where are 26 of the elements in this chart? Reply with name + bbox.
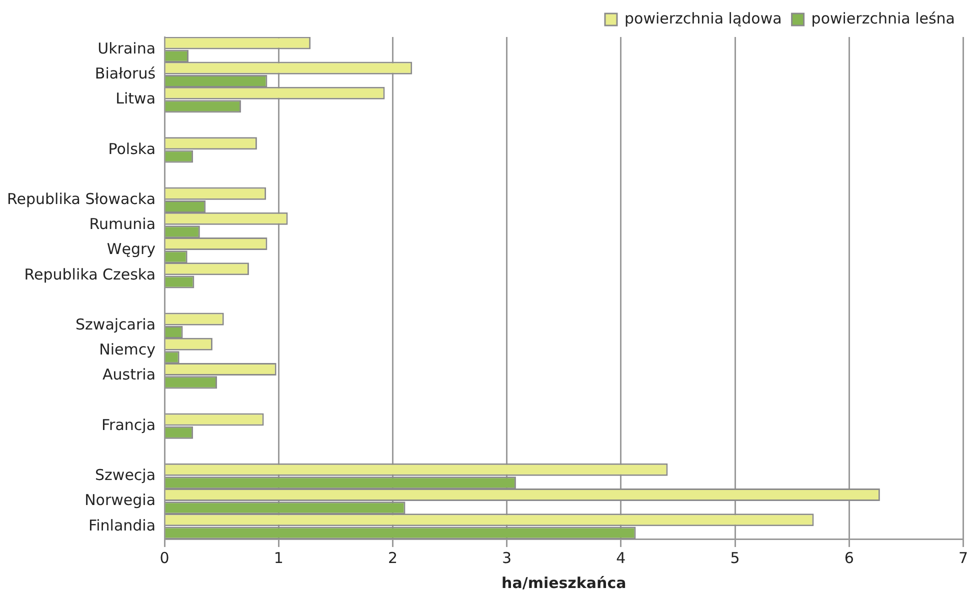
y-tick-label: Rumunia: [89, 215, 156, 234]
y-tick-label: Polska: [108, 140, 156, 158]
legend-label: powierzchnia lądowa: [624, 9, 782, 28]
y-tick-label: Węgry: [106, 240, 156, 258]
x-tick-label: 0: [160, 548, 170, 567]
y-tick-label: Finlandia: [88, 516, 156, 534]
x-tick-label: 3: [502, 548, 512, 567]
y-tick-label: Francja: [102, 416, 156, 434]
y-tick-label: Republika Słowacka: [6, 190, 156, 208]
x-tick-label: 5: [730, 548, 740, 567]
x-axis-title: ha/mieszkańca: [502, 574, 626, 592]
y-tick-label: Białoruś: [94, 64, 156, 83]
x-tick-label: 7: [958, 548, 968, 567]
y-tick-label: Szwajcaria: [76, 316, 156, 334]
x-tick-label: 1: [274, 548, 284, 567]
y-tick-label: Norwegia: [84, 491, 156, 510]
x-tick-label: 2: [388, 548, 398, 567]
y-tick-label: Litwa: [116, 90, 156, 108]
y-tick-label: Republika Czeska: [24, 265, 156, 284]
y-tick-label: Ukraina: [98, 39, 156, 58]
y-tick-label: Austria: [102, 366, 156, 384]
y-tick-label: Szwecja: [95, 466, 156, 484]
x-tick-label: 4: [616, 548, 626, 567]
y-tick-label: Niemcy: [99, 340, 156, 359]
x-tick-label: 6: [844, 548, 854, 567]
legend-label: powierzchnia leśna: [811, 9, 955, 28]
